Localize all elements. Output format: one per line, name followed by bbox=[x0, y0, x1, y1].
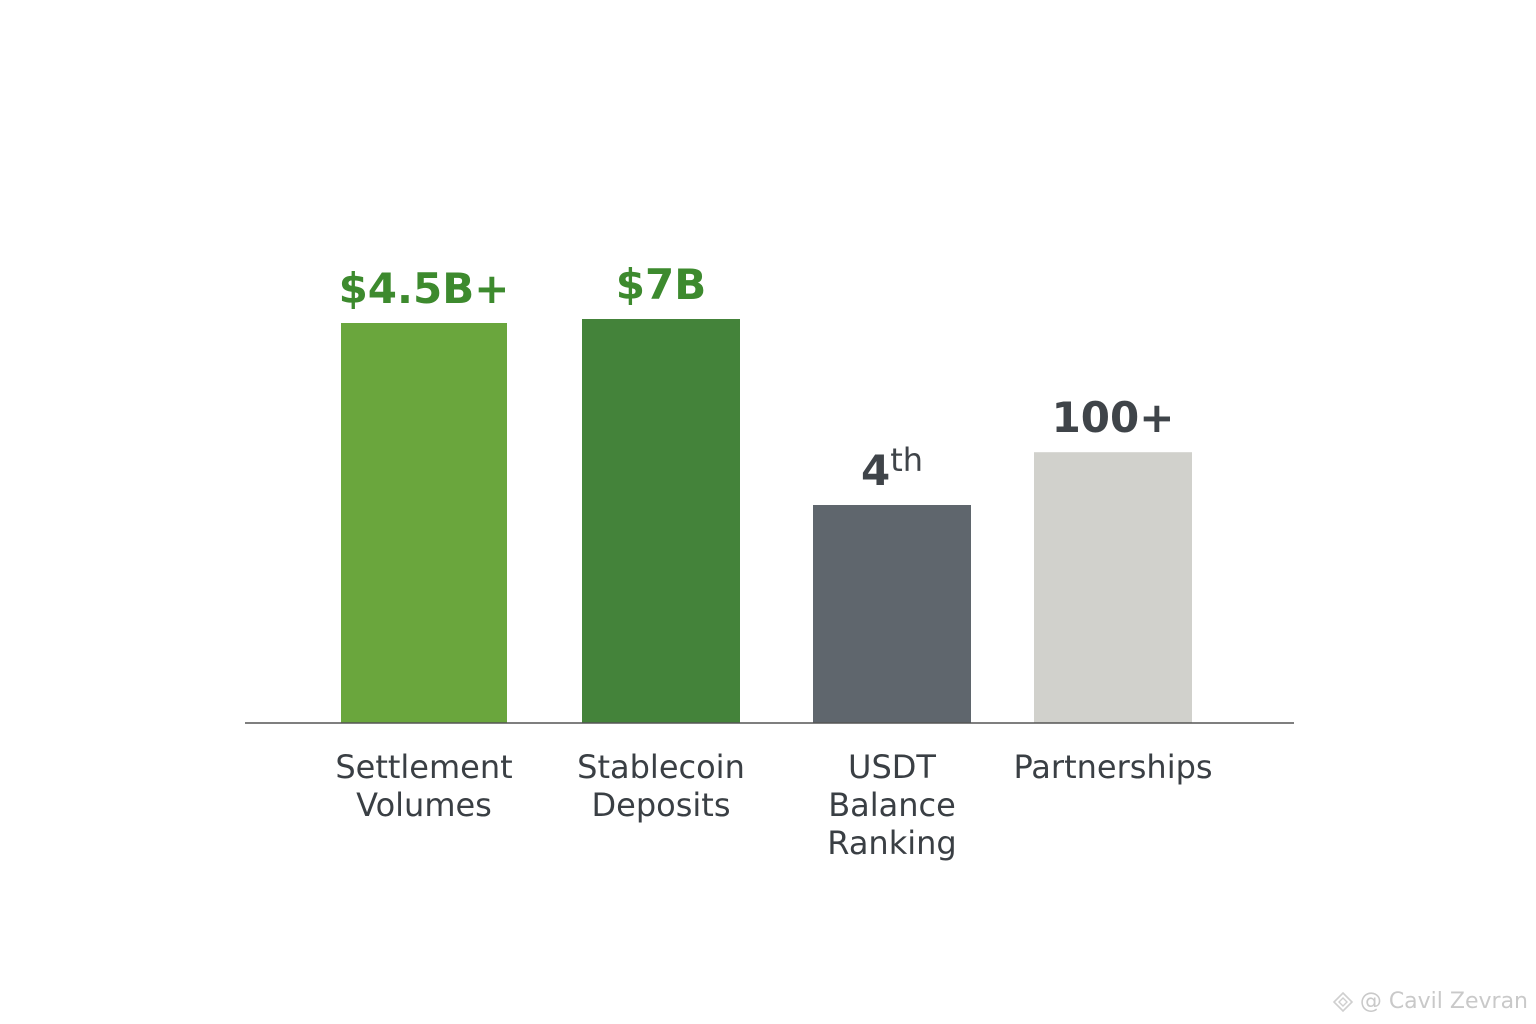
category-label-4: Partnerships bbox=[1013, 748, 1212, 786]
bar-4 bbox=[1034, 452, 1192, 723]
category-label-2: Stablecoin Deposits bbox=[577, 748, 745, 824]
bar-3 bbox=[813, 505, 971, 723]
category-label-1: Settlement Volumes bbox=[335, 748, 512, 824]
data-label-1: $4.5B+ bbox=[339, 264, 510, 313]
watermark-text: @ Cavil Zevran bbox=[1359, 989, 1528, 1014]
diamond-logo-icon bbox=[1332, 991, 1353, 1012]
data-label-3: 4th bbox=[861, 441, 923, 495]
category-label-3: USDT Balance Ranking bbox=[827, 748, 956, 862]
bar-1 bbox=[341, 323, 507, 723]
watermark: @ Cavil Zevran bbox=[1332, 989, 1528, 1014]
data-label-2: $7B bbox=[616, 260, 706, 309]
bar-2 bbox=[582, 319, 740, 723]
data-label-4: 100+ bbox=[1052, 393, 1175, 442]
